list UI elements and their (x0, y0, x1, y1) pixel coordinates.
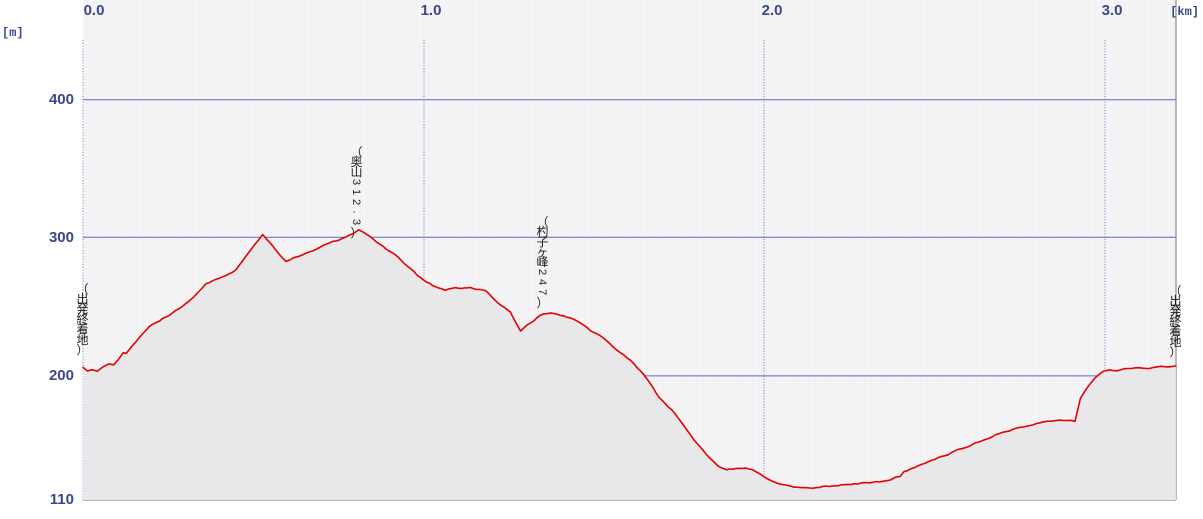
svg-text:300: 300 (49, 229, 74, 246)
svg-text:[km]: [km] (1170, 5, 1199, 19)
svg-text:400: 400 (49, 91, 74, 108)
svg-text:2.0: 2.0 (762, 2, 783, 19)
svg-text:110: 110 (50, 491, 74, 508)
svg-text:3.0: 3.0 (1102, 2, 1123, 19)
svg-text:200: 200 (49, 367, 74, 384)
svg-text:0.0: 0.0 (84, 2, 105, 19)
svg-text:1.0: 1.0 (421, 2, 442, 19)
svg-text:[m]: [m] (2, 26, 24, 40)
